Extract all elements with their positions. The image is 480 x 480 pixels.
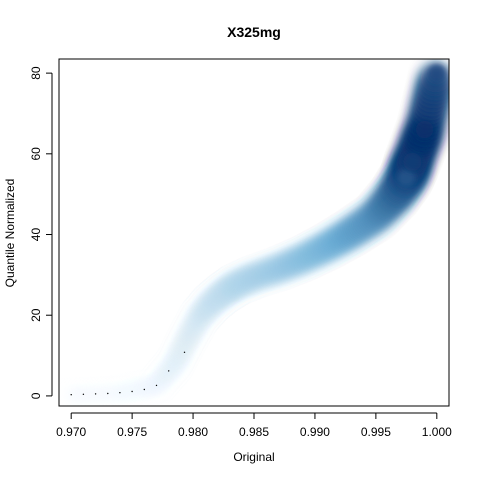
outlier-point (107, 393, 108, 394)
y-axis-label: Quantile Normalized (3, 179, 17, 288)
outlier-point (119, 392, 120, 393)
x-tick-label: 0.970 (56, 425, 86, 439)
outlier-point (156, 385, 157, 386)
density-core (397, 169, 415, 187)
y-tick-label: 0 (29, 392, 43, 399)
y-tick-label: 80 (29, 66, 43, 80)
x-tick-label: 0.985 (239, 425, 269, 439)
x-tick-label: 0.995 (361, 425, 391, 439)
density-core (428, 64, 446, 82)
density-layer (63, 62, 451, 403)
x-tick-label: 0.990 (300, 425, 330, 439)
outlier-point (184, 352, 185, 353)
y-tick-label: 40 (29, 228, 43, 242)
x-tick-label: 0.975 (117, 425, 147, 439)
outlier-point (144, 389, 145, 390)
chart-title: X325mg (227, 24, 281, 40)
outlier-point (71, 394, 72, 395)
x-tick-label: 0.980 (178, 425, 208, 439)
x-axis: 0.970 0.975 0.980 0.985 0.990 0.995 1.000 (56, 413, 452, 439)
plot-frame (59, 59, 449, 406)
outlier-point (83, 394, 84, 395)
outlier-point (168, 370, 169, 371)
x-tick-label: 1.000 (422, 425, 452, 439)
x-axis-label: Original (233, 450, 274, 464)
outlier-point (131, 391, 132, 392)
y-tick-label: 20 (29, 308, 43, 322)
outlier-point (95, 393, 96, 394)
density-core (416, 121, 434, 139)
density-core (403, 153, 421, 171)
y-axis: 0 20 40 60 80 (29, 66, 52, 399)
y-tick-label: 60 (29, 147, 43, 161)
